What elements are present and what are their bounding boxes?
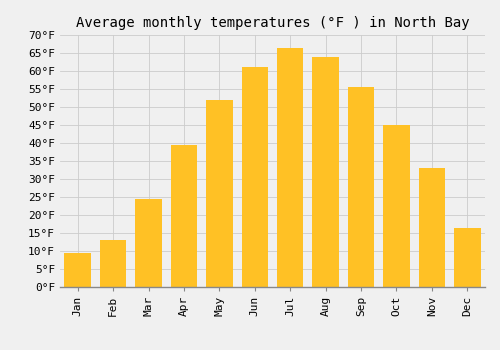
Bar — [454, 228, 480, 287]
Bar — [312, 57, 339, 287]
Bar — [418, 168, 445, 287]
Bar — [64, 253, 91, 287]
Bar — [348, 87, 374, 287]
Bar — [277, 48, 303, 287]
Bar — [206, 100, 233, 287]
Bar — [383, 125, 409, 287]
Bar — [170, 145, 197, 287]
Bar — [242, 68, 268, 287]
Title: Average monthly temperatures (°F ) in North Bay: Average monthly temperatures (°F ) in No… — [76, 16, 469, 30]
Bar — [136, 199, 162, 287]
Bar — [100, 240, 126, 287]
